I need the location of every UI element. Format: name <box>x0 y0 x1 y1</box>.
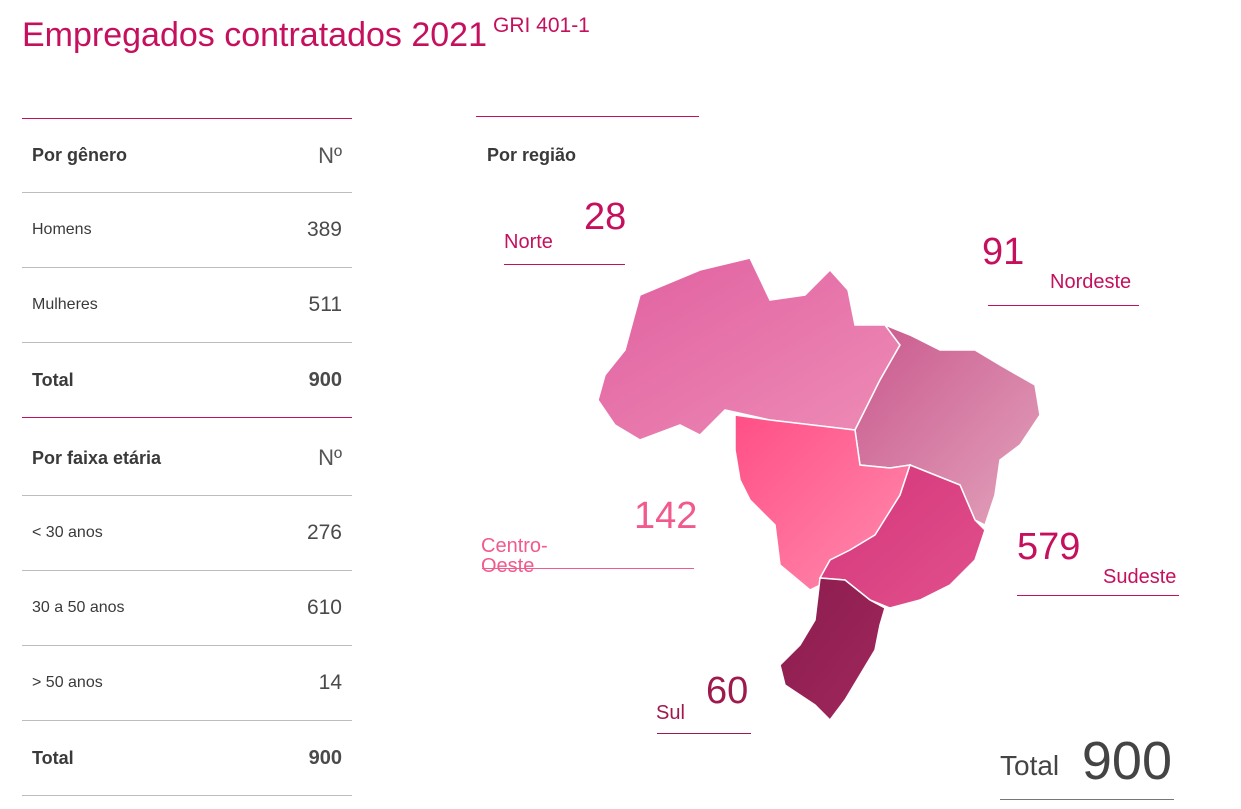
nordeste-value: 91 <box>982 231 1025 273</box>
age-col-header: Nº <box>318 445 342 470</box>
title-text: Empregados contratados 2021 <box>22 16 487 54</box>
nordeste-label: Nordeste <box>1050 271 1132 293</box>
region-total-underline <box>1000 799 1174 800</box>
row-label: Mulheres <box>32 296 98 313</box>
brazil-map <box>597 257 1041 722</box>
gender-col-header: Nº <box>318 142 342 168</box>
region-sul <box>779 577 886 722</box>
page-title: Empregados contratados 2021 GRI 401-1 <box>22 14 590 55</box>
centro-oeste-label: Centro-Oeste <box>481 535 548 577</box>
row-label: < 30 anos <box>32 524 103 541</box>
gender-total-row: Total 900 <box>22 343 352 418</box>
region-divider <box>476 116 699 117</box>
centro-oeste-underline <box>482 568 694 569</box>
row-value: 610 <box>306 596 342 619</box>
gender-heading: Por gênero <box>32 145 128 165</box>
row-label: 30 a 50 anos <box>32 599 125 616</box>
sudeste-underline <box>1017 595 1179 596</box>
age-heading: Por faixa etária <box>32 447 162 468</box>
region-norte <box>597 257 901 441</box>
age-table: Por faixa etária Nº < 30 anos 276 30 a 5… <box>22 421 352 796</box>
region-nordeste <box>854 323 1041 527</box>
norte-label: Norte <box>504 231 553 253</box>
age-table-header: Por faixa etária Nº <box>22 421 352 496</box>
total-label: Total <box>32 369 74 390</box>
norte-value: 28 <box>584 196 627 238</box>
sul-underline <box>657 733 751 734</box>
region-total-label: Total <box>1000 750 1060 781</box>
row-value: 14 <box>318 671 342 694</box>
total-value: 900 <box>308 368 342 391</box>
nordeste-underline <box>988 305 1139 306</box>
region-heading: Por região <box>487 145 577 165</box>
row-value: 276 <box>306 521 342 544</box>
row-label: > 50 anos <box>32 674 103 691</box>
row-label: Homens <box>32 221 92 238</box>
table-row: > 50 anos 14 <box>22 646 352 721</box>
centro-oeste-value: 142 <box>634 495 698 537</box>
region-total-value: 900 <box>1081 731 1172 791</box>
total-value: 900 <box>308 746 342 769</box>
row-value: 511 <box>308 293 342 316</box>
table-row: Homens 389 <box>22 193 352 268</box>
sudeste-label: Sudeste <box>1103 566 1177 588</box>
gender-table-header: Por gênero Nº <box>22 118 352 193</box>
gender-table: Por gênero Nº Homens 389 Mulheres 511 To… <box>22 118 352 418</box>
age-total-row: Total 900 <box>22 721 352 796</box>
table-row: < 30 anos 276 <box>22 496 352 571</box>
table-row: Mulheres 511 <box>22 268 352 343</box>
sudeste-value: 579 <box>1017 526 1081 568</box>
row-value: 389 <box>306 218 342 241</box>
region-sudeste <box>818 464 986 609</box>
norte-underline <box>504 264 625 265</box>
gri-code: GRI 401-1 <box>492 14 590 37</box>
sul-label: Sul <box>656 702 685 724</box>
sul-value: 60 <box>706 670 749 712</box>
table-row: 30 a 50 anos 610 <box>22 571 352 646</box>
total-label: Total <box>32 747 74 768</box>
